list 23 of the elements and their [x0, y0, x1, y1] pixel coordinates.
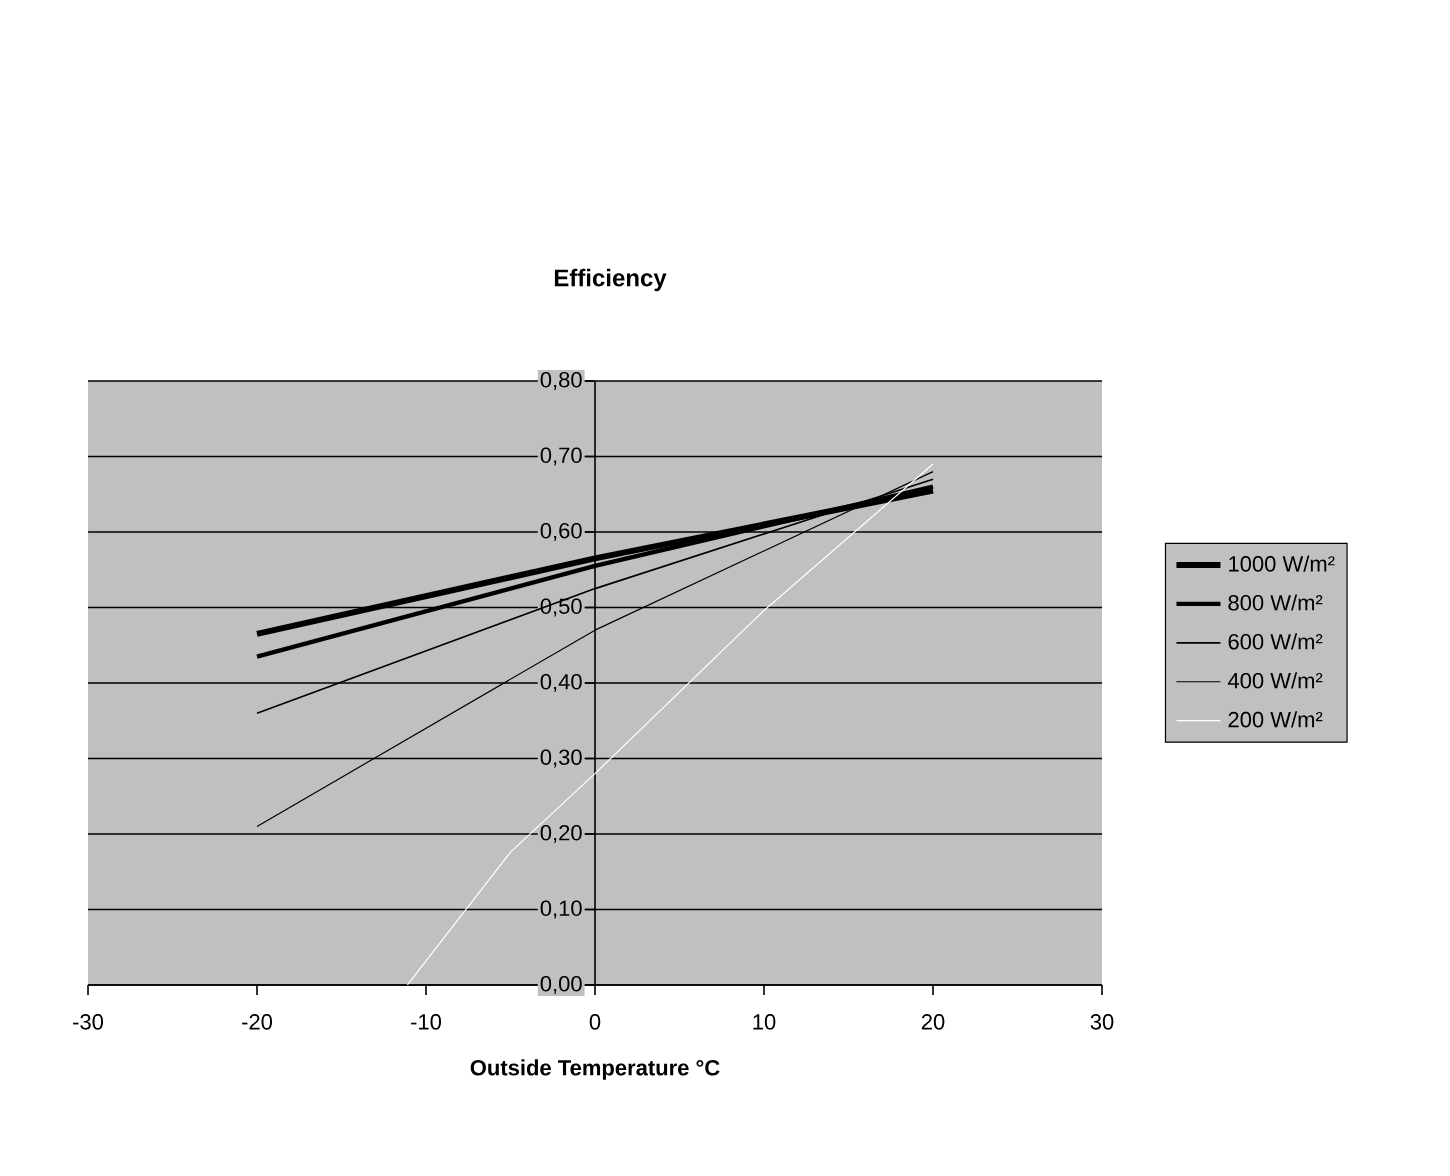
chart-title: Efficiency [554, 268, 667, 292]
legend-label: 200 W/m² [1228, 711, 1323, 728]
y-tick-label: 0,00 [540, 975, 582, 995]
legend-label: 400 W/m² [1227, 672, 1323, 689]
legend-label: 800 W/m² [1228, 594, 1323, 611]
y-tick-label: 0,80 [540, 371, 582, 391]
y-tick-label: 0,60 [540, 522, 582, 542]
legend-label: 600 W/m² [1228, 633, 1323, 650]
x-tick-label: 20 [921, 1014, 945, 1030]
y-tick-label: 0,30 [540, 749, 582, 768]
x-tick-label: -20 [242, 1014, 273, 1030]
x-axis-title: Outside Temperature °C [470, 1059, 720, 1080]
y-tick-label: 0,20 [540, 824, 582, 844]
x-tick-label: 10 [753, 1014, 776, 1030]
y-tick-label: 0,70 [540, 447, 582, 466]
y-tick-label: 0,10 [540, 900, 582, 919]
y-tick-label: 0,50 [540, 598, 582, 617]
x-tick-label: -10 [411, 1014, 442, 1030]
x-tick-label: -30 [73, 1014, 104, 1030]
x-tick-label: 30 [1090, 1014, 1114, 1030]
y-tick-label: 0,40 [540, 673, 582, 693]
x-tick-label: 0 [589, 1014, 601, 1030]
legend-label: 1000 W/m² [1229, 555, 1335, 572]
